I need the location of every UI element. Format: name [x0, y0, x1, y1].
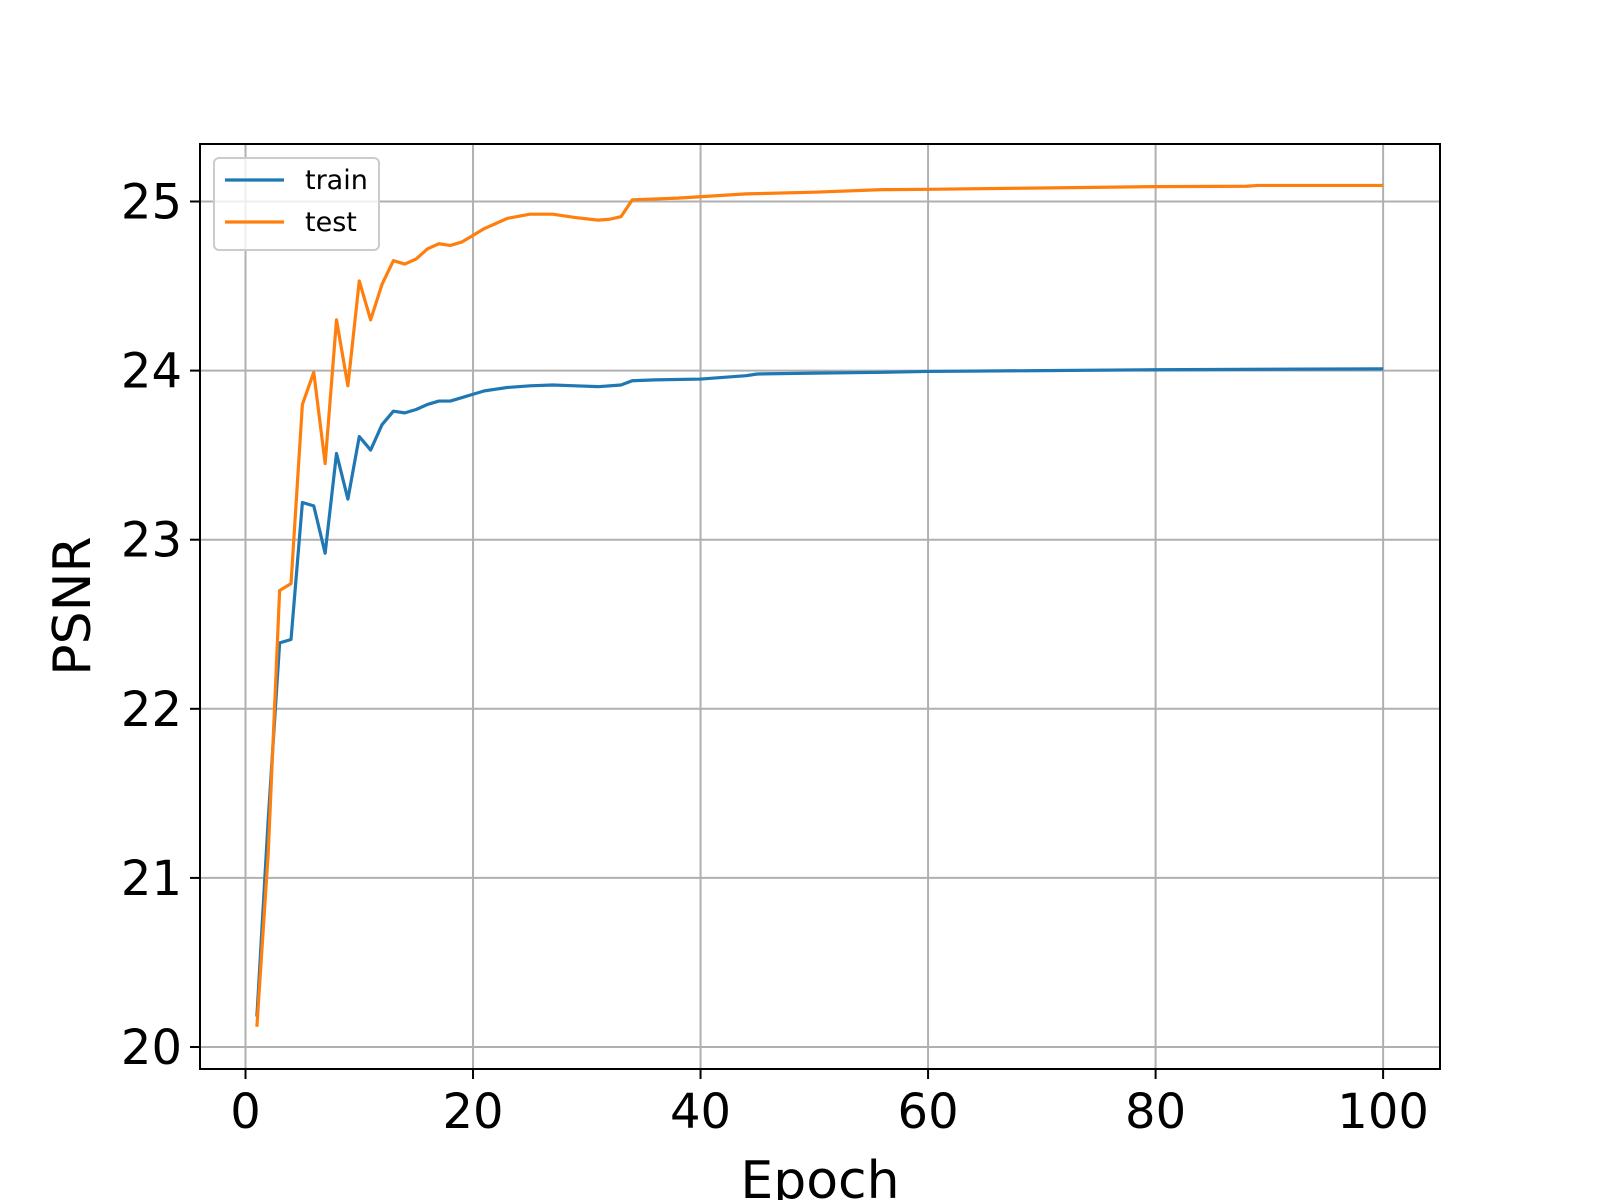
y-tick-label: 21	[121, 851, 182, 907]
y-axis-title: PSNR	[43, 536, 103, 675]
series-line-test	[255, 183, 1384, 1027]
x-tick-label: 80	[1125, 1084, 1186, 1140]
x-tick-label: 20	[442, 1084, 503, 1140]
series-lines	[255, 183, 1384, 1027]
x-tick-label: 40	[670, 1084, 731, 1140]
y-tick-label: 25	[121, 174, 182, 230]
x-axis-title: Epoch	[740, 1151, 899, 1200]
y-tick-label: 24	[121, 344, 182, 400]
series-line-train	[255, 367, 1384, 1017]
legend-label-test: test	[305, 207, 357, 238]
legend-label-train: train	[305, 165, 368, 196]
y-tick-label: 20	[121, 1020, 182, 1076]
x-tick-label: 0	[230, 1084, 261, 1140]
legend: train test	[213, 157, 380, 251]
plot-frame	[199, 143, 1441, 1070]
y-tick-label: 23	[121, 513, 182, 569]
x-tick-label: 100	[1337, 1084, 1429, 1140]
axis-ticks: 0 20 40 60 80 100 20 21 22 23 24 25	[121, 174, 1429, 1140]
plot-area-background	[200, 144, 1440, 1069]
y-tick-label: 22	[121, 682, 182, 738]
x-tick-label: 60	[898, 1084, 959, 1140]
